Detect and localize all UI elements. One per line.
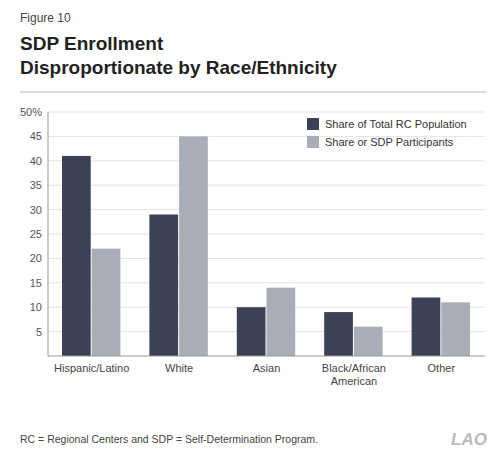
bar — [441, 302, 470, 356]
y-tick-label: 10 — [30, 301, 42, 313]
bar — [412, 297, 441, 356]
y-tick-label: 25 — [30, 228, 42, 240]
bar — [324, 312, 353, 356]
x-tick-label: Black/AfricanAmerican — [322, 362, 386, 387]
bar — [179, 136, 208, 356]
y-tick-label: 5 — [36, 326, 42, 338]
legend: Share of Total RC Population Share or SDP… — [307, 118, 467, 148]
legend-label: Share of Total RC Population — [325, 118, 467, 130]
legend-swatch — [307, 118, 319, 130]
bar — [149, 214, 178, 356]
y-tick-label: 30 — [30, 204, 42, 216]
grid-line — [48, 209, 485, 210]
bars — [62, 136, 470, 356]
x-axis-line — [48, 356, 485, 357]
background — [0, 0, 501, 457]
title: SDP Enrollment — [20, 33, 164, 54]
footnote: RC = Regional Centers and SDP = Self-Det… — [20, 433, 318, 445]
bar — [237, 307, 266, 356]
bar — [62, 156, 91, 356]
bar — [354, 327, 383, 356]
grid-line — [48, 160, 485, 161]
x-tick-label: Hispanic/Latino — [54, 362, 129, 374]
x-tick-label: White — [165, 362, 193, 374]
y-tick-label: 45 — [30, 130, 42, 142]
y-tick-label: 35 — [30, 179, 42, 191]
y-tick-label: 20 — [30, 252, 42, 264]
y-tick-label: 50% — [20, 106, 42, 118]
bar — [267, 288, 296, 356]
y-tick-label: 15 — [30, 277, 42, 289]
subtitle: Disproportionate by Race/Ethnicity — [20, 57, 337, 78]
chart: Figure 10 SDP Enrollment Disproportionate … — [0, 0, 501, 457]
watermark: LAO — [451, 430, 487, 449]
x-tick-label: Asian — [253, 362, 281, 374]
chart-container: Figure 10 SDP Enrollment Disproportionate … — [0, 0, 501, 457]
bar — [92, 249, 121, 356]
legend-label: Share or SDP Participants — [325, 136, 454, 148]
separator — [20, 92, 486, 93]
grid-line — [48, 185, 485, 186]
y-axis-line — [48, 112, 49, 356]
figure-label: Figure 10 — [20, 11, 71, 25]
legend-swatch — [307, 136, 319, 148]
grid-line — [48, 112, 485, 113]
y-tick-label: 40 — [30, 155, 42, 167]
grid-line — [48, 234, 485, 235]
x-tick-label: Other — [428, 362, 456, 374]
